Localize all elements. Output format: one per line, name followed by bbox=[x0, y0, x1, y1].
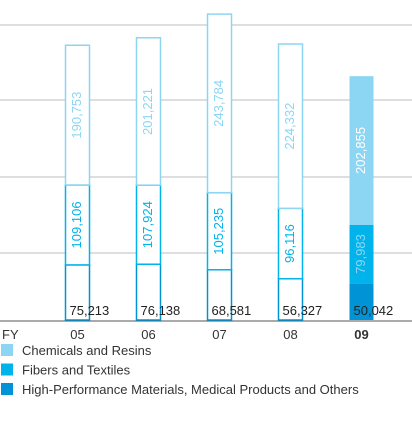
value-label: 201,221 bbox=[140, 88, 155, 135]
value-label: 50,042 bbox=[354, 303, 394, 318]
bar-segment bbox=[206, 13, 233, 194]
value-label: 224,332 bbox=[282, 103, 297, 150]
x-tick-label: 06 bbox=[141, 327, 155, 342]
bar-segment bbox=[135, 37, 162, 186]
value-label: 109,106 bbox=[69, 201, 84, 248]
bar-segment bbox=[206, 191, 233, 271]
bar-segment bbox=[277, 277, 304, 321]
x-tick-label: 05 bbox=[70, 327, 84, 342]
value-label: 202,855 bbox=[353, 127, 368, 174]
value-label: 190,753 bbox=[69, 92, 84, 139]
legend-swatch bbox=[1, 363, 13, 376]
bar-segment bbox=[349, 224, 374, 284]
bar-segment bbox=[64, 44, 91, 186]
legend-label: Chemicals and Resins bbox=[22, 343, 152, 358]
value-label: 79,983 bbox=[353, 234, 368, 274]
legend-swatch bbox=[1, 344, 13, 356]
value-label: 75,213 bbox=[70, 303, 110, 318]
legend-label: Fibers and Textiles bbox=[22, 363, 131, 378]
bar-segment bbox=[64, 264, 91, 321]
legend-swatch bbox=[1, 383, 13, 395]
bar-segment bbox=[349, 283, 374, 320]
value-label: 105,235 bbox=[211, 208, 226, 255]
x-tick-label: 07 bbox=[212, 327, 226, 342]
value-label: 243,784 bbox=[211, 80, 226, 127]
value-label: 76,138 bbox=[141, 303, 181, 318]
legend-label: High-Performance Materials, Medical Prod… bbox=[22, 382, 359, 397]
value-label: 68,581 bbox=[212, 303, 252, 318]
x-tick-label: 09 bbox=[354, 327, 368, 342]
bar-segment bbox=[64, 184, 91, 266]
bar-segment bbox=[349, 76, 374, 225]
value-label: 56,327 bbox=[283, 303, 323, 318]
value-label: 96,116 bbox=[282, 224, 297, 263]
x-tick-label: 08 bbox=[283, 327, 297, 342]
x-axis-label: FY bbox=[2, 327, 19, 342]
value-label: 107,924 bbox=[140, 201, 155, 248]
bar-segment bbox=[277, 43, 304, 210]
